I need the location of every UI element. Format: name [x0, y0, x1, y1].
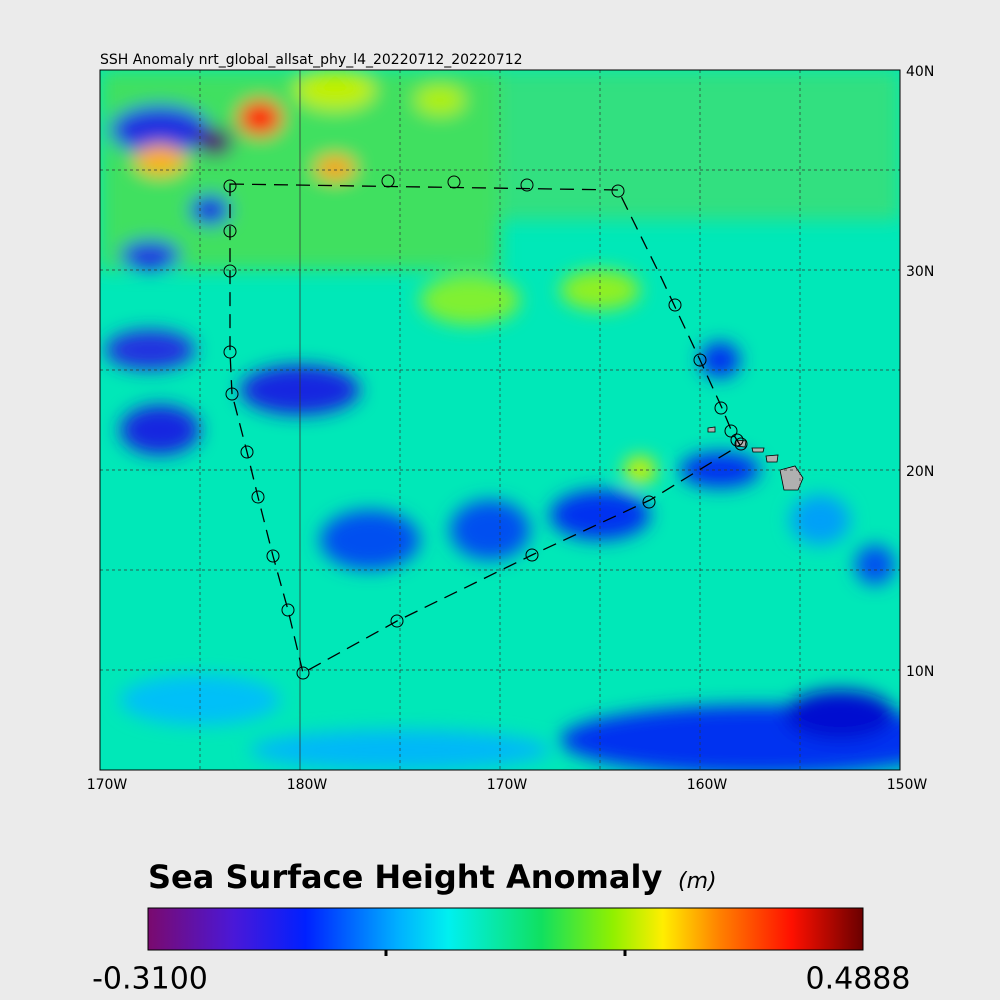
colorbar: [147, 907, 864, 951]
track-points: [223, 174, 748, 680]
track: [229, 183, 741, 674]
grid: [100, 70, 900, 770]
y-axis-label: 40N: [906, 64, 934, 80]
map-title: SSH Anomaly nrt_global_allsat_phy_l4_202…: [100, 52, 523, 68]
x-axis-label: 160W: [687, 777, 728, 793]
y-axis-label: 10N: [906, 664, 934, 680]
islands: [707, 426, 804, 491]
colorbar-min: -0.3100: [92, 962, 208, 997]
x-axis-label: 170W: [87, 777, 128, 793]
ssh-field: [100, 70, 900, 770]
colorbar-title: Sea Surface Height Anomaly: [148, 858, 662, 896]
colorbar-units: (m): [678, 869, 717, 894]
y-axis-label: 20N: [906, 464, 934, 480]
x-axis-label: 180W: [287, 777, 328, 793]
map-frame: [99, 69, 901, 771]
x-axis-label: 170W: [487, 777, 528, 793]
y-axis-label: 30N: [906, 264, 934, 280]
x-axis-label: 150W: [887, 777, 928, 793]
colorbar-max: 0.4888: [806, 962, 911, 997]
